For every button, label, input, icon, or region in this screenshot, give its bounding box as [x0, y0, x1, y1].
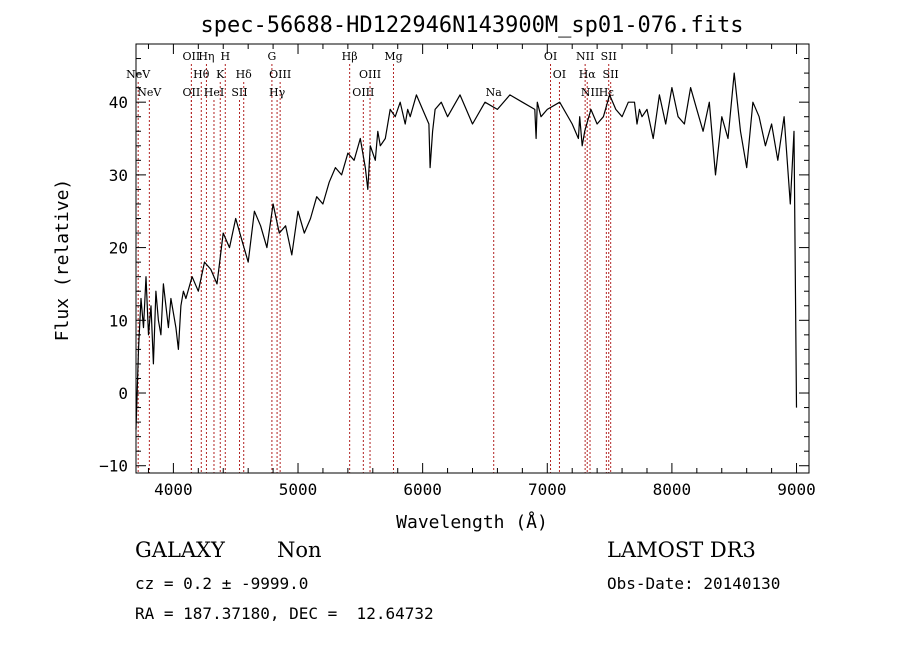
- spectral-line-label: SII: [601, 50, 617, 63]
- y-tick-label: 40: [109, 93, 128, 112]
- spectral-line-label: OI: [544, 50, 557, 63]
- spectral-line-label: Hθ: [193, 68, 210, 81]
- object-class: GALAXY: [135, 538, 225, 562]
- spectral-line-label: K: [216, 68, 225, 81]
- y-tick-label: 30: [109, 166, 128, 185]
- y-tick-label: 20: [109, 239, 128, 258]
- x-tick-label: 5000: [279, 480, 318, 499]
- spectral-line-label: Hε: [599, 86, 615, 99]
- spectral-line-label: G: [268, 50, 277, 63]
- spectral-line-label: NeV: [137, 86, 162, 99]
- spectral-line-label: Hβ: [342, 50, 358, 63]
- spectral-line-label: Hη: [198, 50, 214, 63]
- spectral-line-label: Hα: [579, 68, 597, 81]
- x-tick-label: 8000: [653, 480, 692, 499]
- spectral-line-label: HeI: [204, 86, 224, 99]
- x-tick-label: 7000: [528, 480, 567, 499]
- spectral-line-label: OIII: [269, 68, 291, 81]
- spectral-line-label: NII: [581, 86, 599, 99]
- spectral-line-label: OIII: [359, 68, 381, 81]
- spectral-line-label: NII: [576, 50, 594, 63]
- x-tick-label: 6000: [403, 480, 442, 499]
- spectral-line-label: Na: [486, 86, 503, 99]
- spectral-line-label: OIII: [352, 86, 374, 99]
- axis-ticks: 4000 5000 6000 7000 8000 9000 −10 0 10 20 30 40: [99, 44, 816, 499]
- x-tick-label: 4000: [154, 480, 193, 499]
- y-tick-label: 0: [118, 384, 128, 403]
- x-tick-label: 9000: [777, 480, 816, 499]
- spectral-line-label: OI: [553, 68, 566, 81]
- y-tick-label: −10: [99, 457, 128, 476]
- spectral-line-label: SII: [603, 68, 619, 81]
- spectral-line-label: Mg: [384, 50, 402, 63]
- y-axis-label: Flux (relative): [52, 179, 73, 342]
- x-axis-label: Wavelength (Å): [396, 511, 548, 533]
- ra-dec-coordinates: RA = 187.37180, DEC = 12.64732: [135, 604, 434, 623]
- observation-date: Obs-Date: 20140130: [607, 574, 781, 593]
- spectral-line-label: OII: [183, 50, 201, 63]
- redshift-value: cz = 0.2 ± -9999.0: [135, 574, 309, 593]
- y-tick-label: 10: [109, 311, 128, 330]
- spectral-line-label: Hδ: [236, 68, 253, 81]
- spectral-line-label: H: [220, 50, 230, 63]
- spectral-line-label: Hγ: [269, 86, 286, 99]
- chart-title: spec-56688-HD122946N143900M_sp01-076.fit…: [200, 13, 743, 38]
- spectrum-series-line: [135, 72, 798, 430]
- spectral-line-label: NeV: [126, 68, 151, 81]
- spectral-line-label: SII: [231, 86, 247, 99]
- spectral-line-label: OII: [183, 86, 201, 99]
- survey-name: LAMOST DR3: [607, 538, 756, 562]
- object-subclass: Non: [277, 538, 322, 562]
